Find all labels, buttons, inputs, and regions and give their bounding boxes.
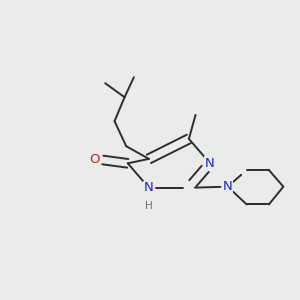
- Text: O: O: [89, 154, 100, 166]
- Text: N: N: [205, 157, 215, 170]
- Text: N: N: [223, 180, 233, 193]
- Text: N: N: [144, 181, 154, 194]
- Text: H: H: [145, 201, 153, 211]
